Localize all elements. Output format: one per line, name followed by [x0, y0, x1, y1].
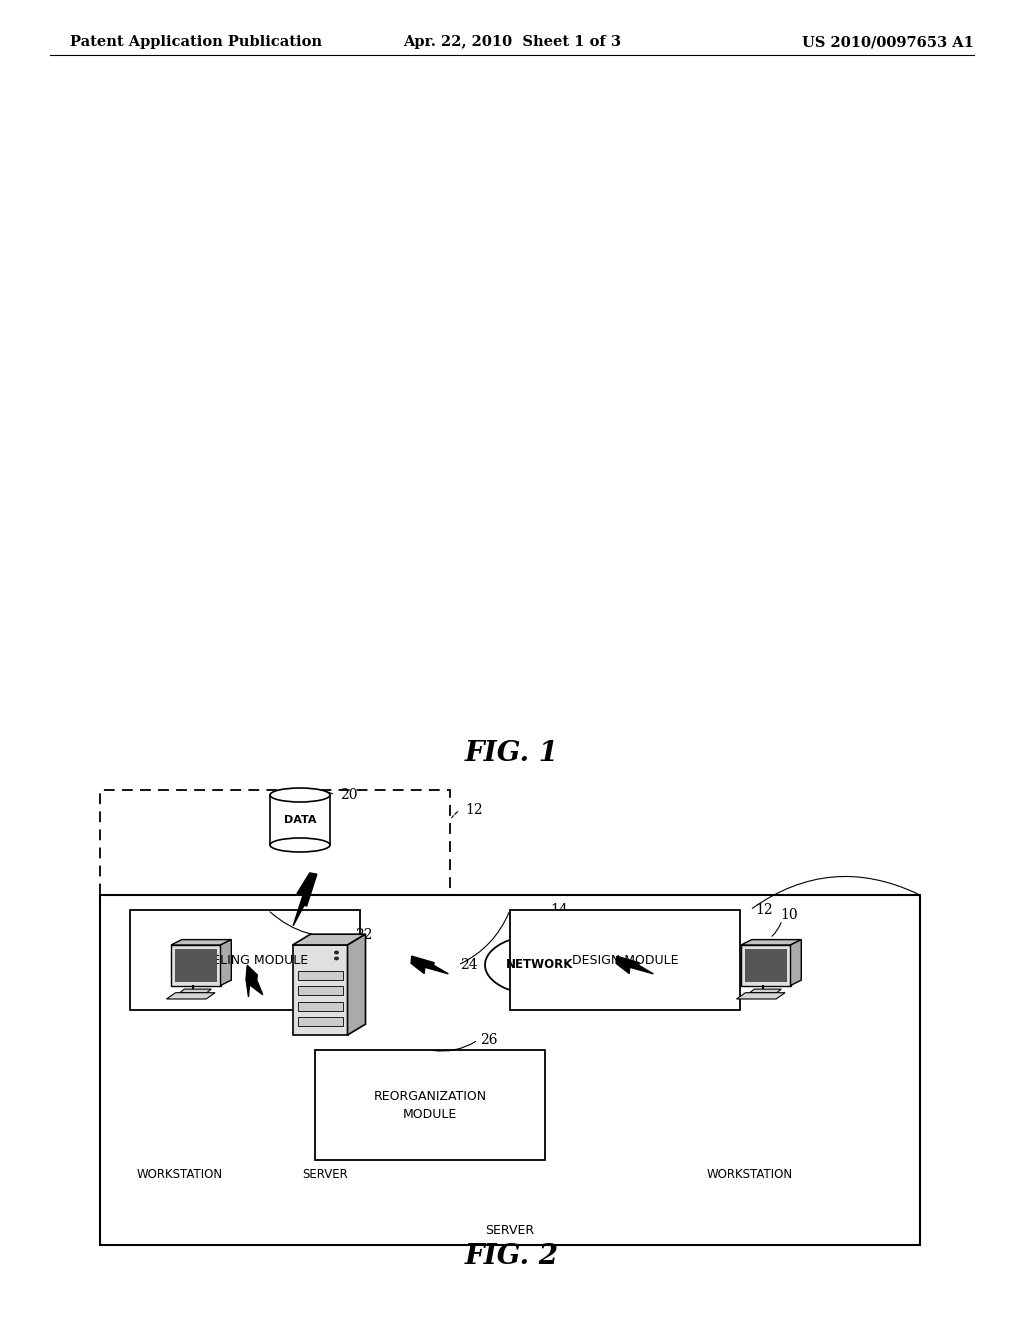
Text: Apr. 22, 2010  Sheet 1 of 3: Apr. 22, 2010 Sheet 1 of 3: [403, 36, 621, 49]
Polygon shape: [171, 945, 220, 986]
Ellipse shape: [335, 957, 339, 960]
Bar: [130, 909, 360, 1010]
Text: REORGANIZATION
MODULE: REORGANIZATION MODULE: [374, 1089, 486, 1121]
Text: Patent Application Publication: Patent Application Publication: [70, 36, 322, 49]
Polygon shape: [744, 949, 786, 982]
Polygon shape: [180, 989, 211, 993]
Text: SERVER: SERVER: [302, 1168, 348, 1181]
Text: WORKSTATION: WORKSTATION: [707, 1168, 793, 1181]
Text: 18: 18: [147, 913, 165, 927]
Text: 22: 22: [355, 928, 373, 942]
Ellipse shape: [270, 838, 330, 851]
Polygon shape: [298, 986, 342, 995]
Polygon shape: [293, 873, 316, 925]
Polygon shape: [750, 989, 781, 993]
Text: FIG. 1: FIG. 1: [465, 741, 559, 767]
Ellipse shape: [335, 950, 339, 954]
Polygon shape: [791, 940, 802, 986]
Text: FIG. 2: FIG. 2: [465, 1243, 559, 1270]
Bar: [315, 1049, 545, 1160]
Polygon shape: [347, 935, 366, 1035]
Bar: [100, 789, 450, 1170]
Polygon shape: [293, 935, 366, 945]
Ellipse shape: [485, 935, 595, 995]
Text: WORKSTATION: WORKSTATION: [137, 1168, 223, 1181]
Polygon shape: [167, 993, 215, 999]
Text: 12: 12: [755, 903, 773, 917]
Text: NETWORK: NETWORK: [506, 958, 573, 972]
Text: 12: 12: [465, 803, 482, 817]
Text: 26: 26: [480, 1034, 498, 1047]
Polygon shape: [246, 965, 263, 997]
Polygon shape: [220, 940, 231, 986]
Text: DATA: DATA: [284, 814, 316, 825]
Ellipse shape: [270, 788, 330, 803]
Text: 24: 24: [460, 958, 477, 972]
Polygon shape: [298, 972, 342, 979]
Polygon shape: [741, 945, 791, 986]
Text: DESIGN MODULE: DESIGN MODULE: [571, 953, 678, 966]
Text: US 2010/0097653 A1: US 2010/0097653 A1: [802, 36, 974, 49]
Text: SERVER: SERVER: [485, 1224, 535, 1237]
Polygon shape: [175, 949, 217, 982]
Polygon shape: [736, 993, 785, 999]
Polygon shape: [411, 956, 449, 974]
Polygon shape: [171, 940, 231, 945]
Polygon shape: [616, 956, 653, 974]
Polygon shape: [298, 1002, 342, 1011]
Polygon shape: [293, 945, 347, 1035]
Text: 16: 16: [234, 913, 253, 927]
Bar: [100, 895, 920, 1245]
Text: 10: 10: [780, 908, 798, 921]
Polygon shape: [741, 940, 802, 945]
Text: 20: 20: [340, 788, 357, 803]
Bar: [270, 795, 330, 845]
Text: MODELING MODULE: MODELING MODULE: [182, 953, 308, 966]
Bar: [510, 909, 740, 1010]
Polygon shape: [298, 1016, 342, 1026]
Text: 14: 14: [550, 903, 567, 917]
